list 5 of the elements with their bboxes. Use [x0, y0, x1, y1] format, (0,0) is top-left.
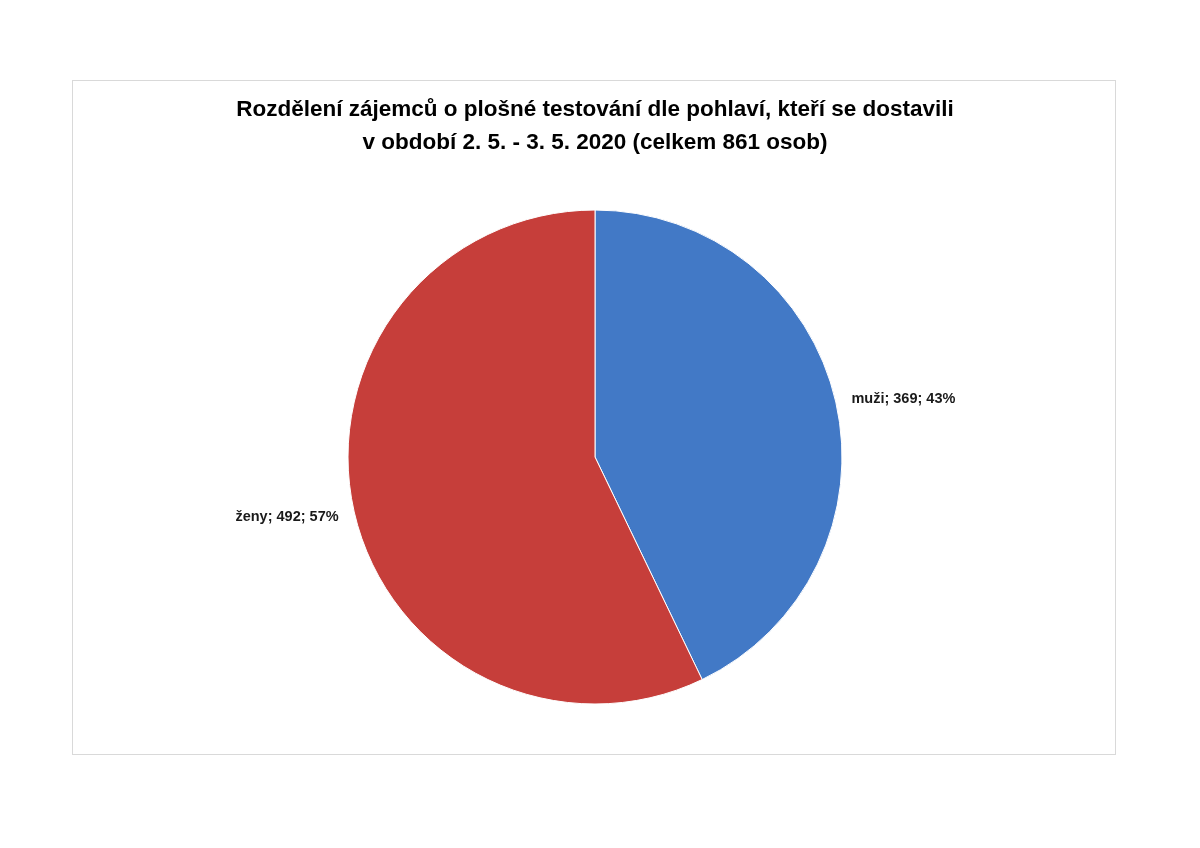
- slice-label: ženy: [235, 507, 268, 524]
- data-label: ; 492; 57%: [267, 507, 339, 524]
- slice-label: muži: [851, 390, 885, 407]
- chart-title: Rozdělení zájemců o plošné testování dle pohlaví, kteří se dostavili v období 2. 5. - 3. 5. 2020 (celkem 861 osob): [235, 95, 955, 156]
- data-label: ; 369; 43%: [884, 390, 956, 407]
